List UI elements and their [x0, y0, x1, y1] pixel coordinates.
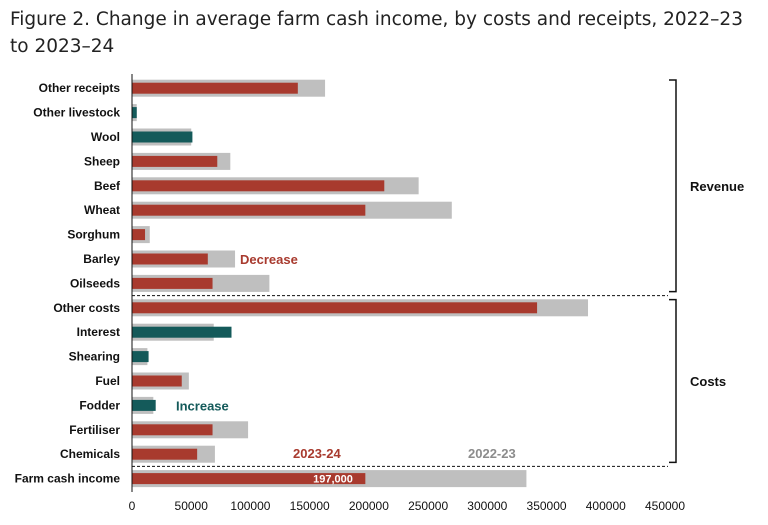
- bracket-costs: [669, 298, 677, 464]
- bar-2023-24-other-receipts: [132, 82, 298, 94]
- category-label-sheep: Sheep: [84, 154, 120, 168]
- x-tick-label-350000: 350000: [527, 499, 567, 513]
- x-tick-label-450000: 450000: [645, 499, 685, 513]
- bar-2023-24-fodder: [132, 399, 156, 411]
- bar-2023-24-wool: [132, 131, 193, 143]
- group-label-revenue: Revenue: [690, 179, 744, 194]
- annotation-series-2022-23: 2022-23: [468, 446, 516, 461]
- figure-title: Figure 2. Change in average farm cash in…: [10, 9, 743, 57]
- x-tick-label-0: 0: [129, 499, 136, 513]
- x-tick-label-50000: 50000: [175, 499, 209, 513]
- bar-2023-24-beef: [132, 180, 385, 192]
- bar-2023-24-other-costs: [132, 302, 538, 314]
- bar-2023-24-interest: [132, 326, 232, 338]
- category-label-shearing: Shearing: [69, 350, 120, 364]
- category-label-oilseeds: Oilseeds: [70, 276, 120, 290]
- bar-2023-24-sheep: [132, 155, 218, 167]
- category-label-barley: Barley: [83, 252, 120, 266]
- category-label-farm-cash-income: Farm cash income: [15, 472, 121, 486]
- x-tick-label-250000: 250000: [408, 499, 448, 513]
- x-tick-label-400000: 400000: [586, 499, 626, 513]
- category-label-chemicals: Chemicals: [60, 447, 120, 461]
- category-label-other-livestock: Other livestock: [33, 106, 120, 120]
- category-label-wool: Wool: [91, 130, 120, 144]
- x-tick-label-300000: 300000: [467, 499, 507, 513]
- bar-2023-24-chemicals: [132, 448, 198, 460]
- category-label-sorghum: Sorghum: [67, 228, 120, 242]
- annotation-increase: Increase: [176, 398, 229, 413]
- x-tick-label-150000: 150000: [290, 499, 330, 513]
- x-tick-label-200000: 200000: [349, 499, 389, 513]
- bracket-revenue: [669, 79, 677, 293]
- bar-2023-24-barley: [132, 253, 208, 265]
- bar-2023-24-fuel: [132, 375, 182, 387]
- annotation-series-2023-24: 2023-24: [293, 446, 341, 461]
- bar-2023-24-wheat: [132, 204, 366, 216]
- category-label-wheat: Wheat: [84, 203, 120, 217]
- category-label-fertiliser: Fertiliser: [69, 423, 120, 437]
- category-label-beef: Beef: [94, 179, 121, 193]
- bar-2023-24-shearing: [132, 351, 149, 363]
- annotation-decrease: Decrease: [240, 252, 298, 267]
- category-label-other-costs: Other costs: [53, 301, 120, 315]
- bar-2023-24-fertiliser: [132, 424, 213, 436]
- data-label-farm-cash-income: 197,000: [313, 474, 353, 486]
- bar-2023-24-other-livestock: [132, 107, 137, 119]
- category-label-fuel: Fuel: [95, 374, 120, 388]
- category-label-interest: Interest: [77, 325, 120, 339]
- bar-2023-24-farm-cash-income: [132, 473, 366, 485]
- category-label-other-receipts: Other receipts: [39, 81, 121, 95]
- x-tick-label-100000: 100000: [230, 499, 270, 513]
- bar-2023-24-sorghum: [132, 229, 146, 241]
- group-label-costs: Costs: [690, 374, 726, 389]
- category-label-fodder: Fodder: [79, 398, 120, 412]
- bar-2023-24-oilseeds: [132, 277, 213, 289]
